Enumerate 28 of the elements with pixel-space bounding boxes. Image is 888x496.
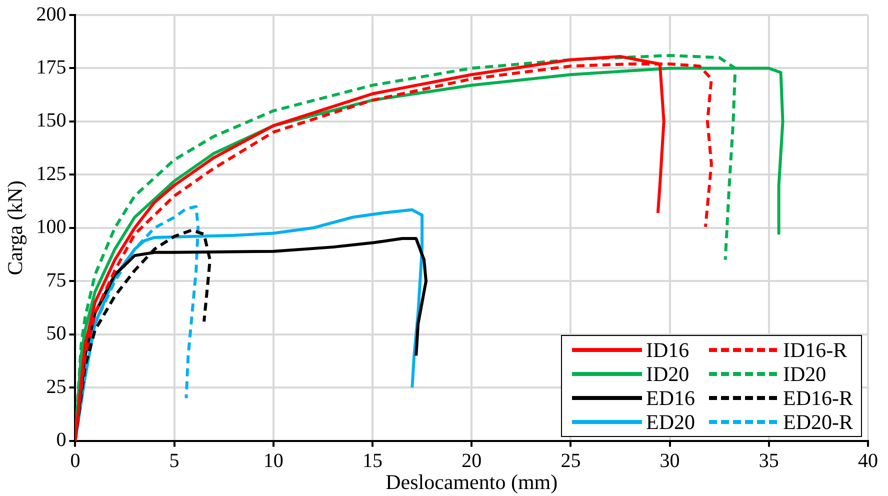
y-tick-label: 0 [56,429,66,452]
legend-label: ED20 [646,410,695,434]
y-tick-label: 125 [36,162,66,185]
x-tick-label: 40 [858,450,878,472]
x-tick-label: 10 [263,450,284,472]
y-axis-title: Carga (kN) [3,180,28,276]
x-tick-label: 30 [660,450,680,472]
legend-label: ID16 [646,338,690,362]
legend-label: ID20 [646,362,690,386]
y-tick-label: 100 [36,216,66,238]
x-tick-label: 15 [362,450,382,472]
y-tick-label: 200 [36,3,66,26]
y-tick-label: 150 [36,110,66,132]
x-tick-label: 25 [560,450,581,472]
x-tick-label: 0 [70,450,80,472]
y-tick-label: 50 [46,322,66,345]
y-tick-label: 175 [36,56,66,78]
y-tick-label: 25 [46,376,66,398]
legend-label: ID16-R [783,338,848,362]
legend-label: ED16-R [783,386,853,410]
legend-label: ED20-R [783,410,853,434]
x-axis-title: Deslocamento (mm) [386,470,558,494]
legend-label: ID20 [783,362,826,386]
y-tick-label: 75 [46,269,66,292]
x-tick-label: 20 [462,450,482,472]
legend-label: ED16 [646,386,695,410]
x-tick-label: 35 [758,450,779,472]
x-tick-label: 5 [169,450,180,472]
